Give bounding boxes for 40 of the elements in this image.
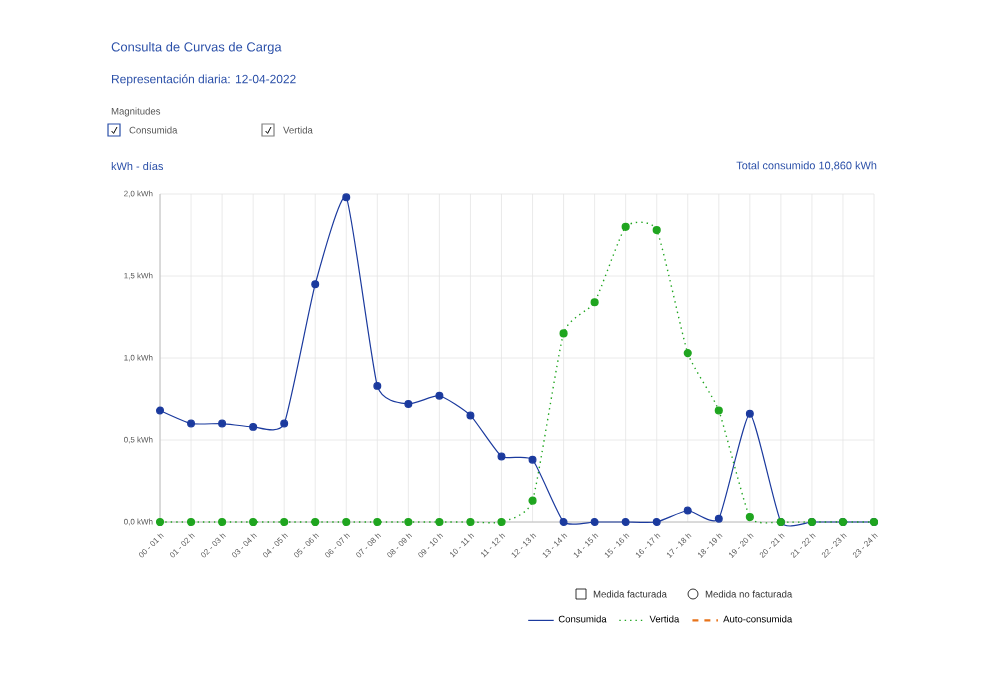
point bbox=[466, 411, 475, 420]
point bbox=[435, 517, 444, 527]
point bbox=[497, 517, 506, 527]
point bbox=[373, 381, 382, 390]
point bbox=[311, 517, 320, 527]
point bbox=[373, 517, 382, 527]
point bbox=[528, 455, 537, 464]
point bbox=[497, 452, 506, 461]
point bbox=[186, 517, 196, 527]
point bbox=[745, 513, 754, 522]
point bbox=[187, 419, 196, 428]
point bbox=[590, 298, 599, 307]
point bbox=[714, 406, 723, 415]
point bbox=[342, 193, 351, 202]
point bbox=[559, 329, 568, 338]
point bbox=[435, 391, 444, 400]
point bbox=[652, 225, 661, 235]
point bbox=[156, 406, 164, 415]
point bbox=[280, 517, 289, 527]
point bbox=[528, 496, 537, 505]
point bbox=[155, 517, 165, 527]
point bbox=[621, 518, 630, 526]
point bbox=[218, 517, 227, 527]
point bbox=[249, 517, 258, 527]
point bbox=[311, 280, 320, 289]
point bbox=[249, 422, 258, 431]
point bbox=[590, 518, 599, 526]
point bbox=[559, 518, 568, 526]
point bbox=[621, 222, 630, 231]
point bbox=[683, 348, 692, 358]
point bbox=[280, 419, 289, 428]
point bbox=[683, 506, 692, 515]
point bbox=[404, 399, 413, 408]
point bbox=[218, 419, 227, 428]
point bbox=[466, 517, 475, 527]
point bbox=[714, 514, 723, 523]
point bbox=[404, 517, 413, 527]
point bbox=[652, 518, 661, 526]
point bbox=[745, 409, 754, 418]
point bbox=[342, 517, 351, 527]
